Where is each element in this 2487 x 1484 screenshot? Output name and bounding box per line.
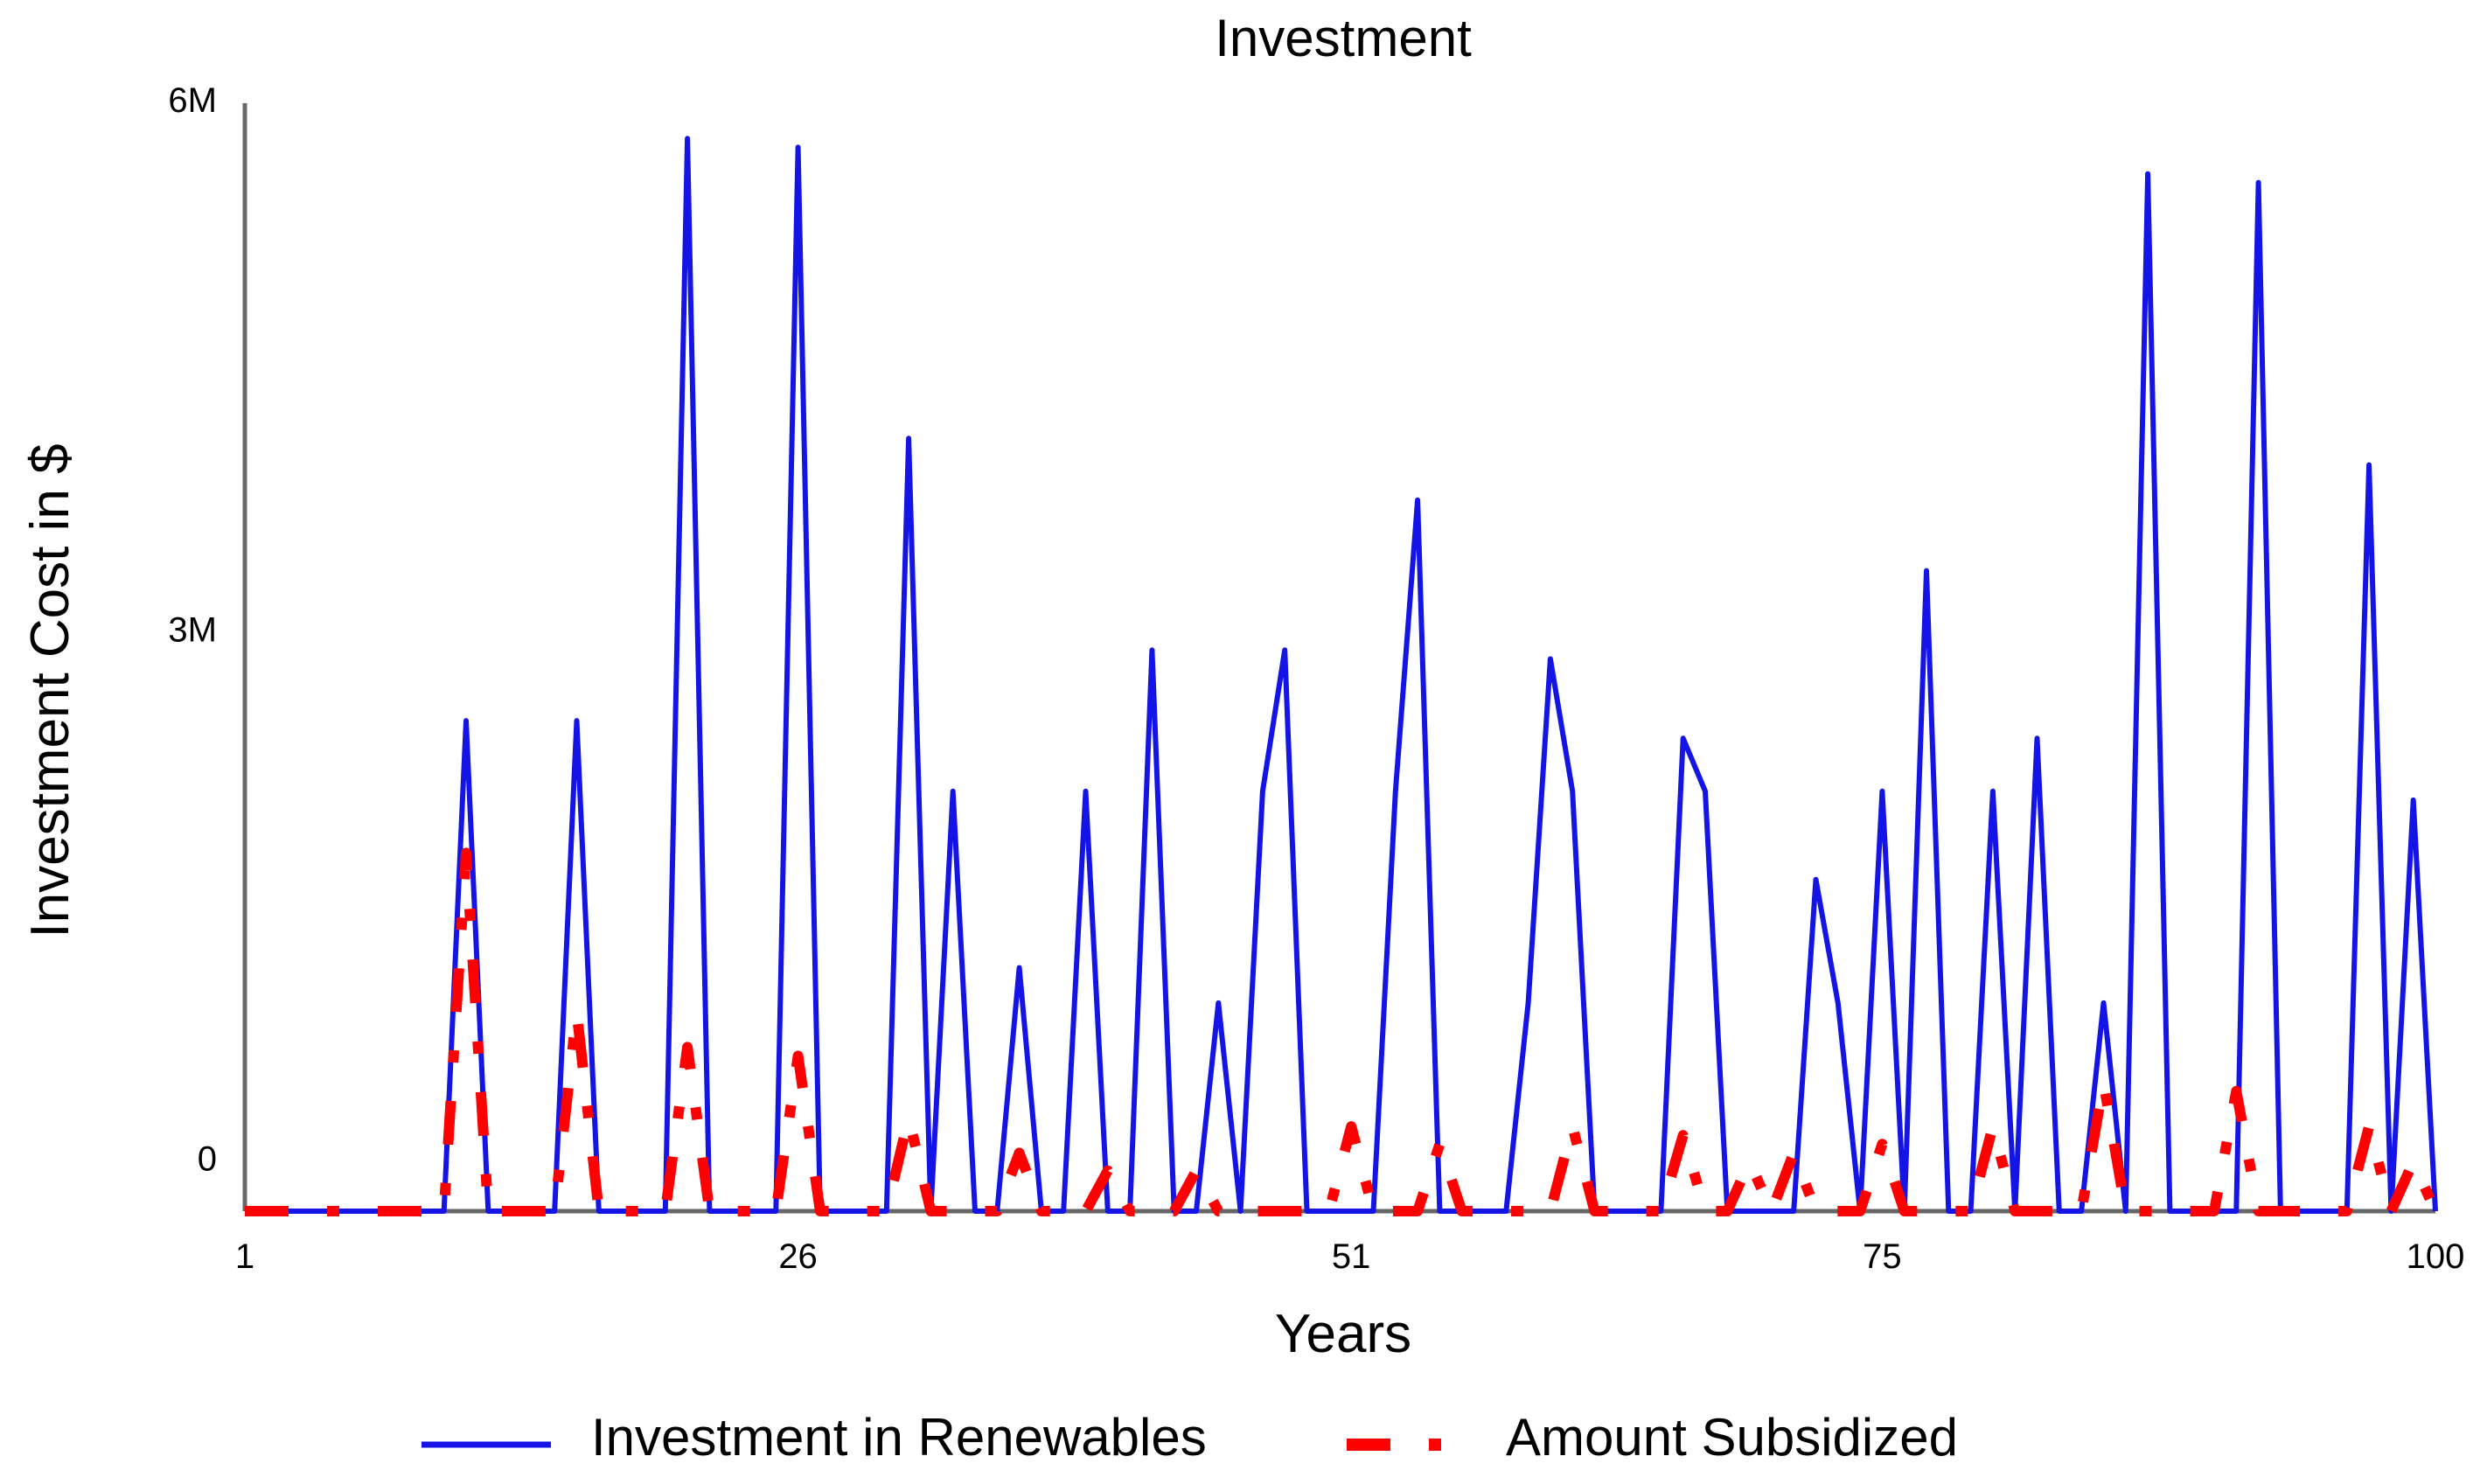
x-tick-label: 26	[778, 1237, 818, 1276]
y-tick-label: 3M	[168, 610, 217, 649]
x-tick-label: 75	[1863, 1237, 1902, 1276]
series-lines	[245, 136, 2441, 1216]
x-tick-label: 100	[2407, 1237, 2465, 1276]
x-tick-label: 1	[235, 1237, 254, 1276]
legend-label-subsidized: Amount Subsidized	[1506, 1408, 1958, 1467]
legend: Investment in Renewables Amount Subsidiz…	[421, 1408, 1958, 1467]
x-tick-labels: 1 26 51 75 100	[235, 1237, 2465, 1276]
y-tick-label: 6M	[168, 81, 217, 120]
legend-item-renewables: Investment in Renewables	[421, 1408, 1207, 1467]
y-axis-label: Investment Cost in $	[20, 443, 80, 937]
y-tick-label: 0	[198, 1140, 217, 1179]
legend-label-renewables: Investment in Renewables	[591, 1408, 1207, 1467]
legend-item-subsidized: Amount Subsidized	[1347, 1408, 1958, 1467]
x-axis-label: Years	[1275, 1304, 1411, 1364]
chart-title: Investment	[1215, 9, 1472, 67]
y-tick-labels: 0 3M 6M	[168, 81, 217, 1179]
x-tick-label: 51	[1332, 1237, 1371, 1276]
series-line-renewables	[245, 136, 2438, 1214]
